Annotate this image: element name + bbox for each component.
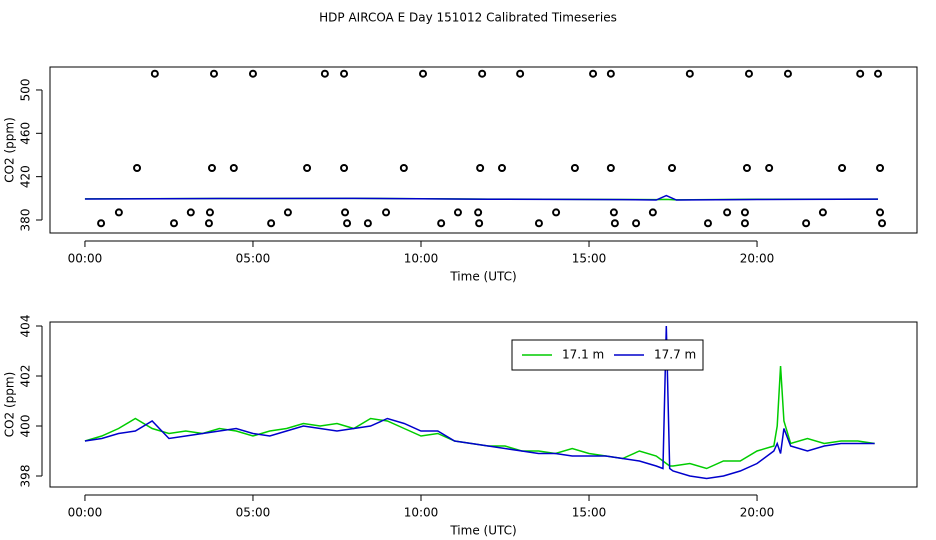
calibration-point — [742, 163, 751, 172]
calibration-point — [703, 219, 712, 228]
calibration-point — [207, 163, 216, 172]
y-axis-label: CO2 (ppm) — [3, 117, 17, 183]
calibration-point — [363, 219, 372, 228]
calibration-point — [229, 163, 238, 172]
calibration-point — [340, 163, 349, 172]
calibration-point — [205, 208, 214, 217]
calibration-point — [685, 69, 694, 78]
calibration-point — [856, 69, 865, 78]
y-tick-label: 400 — [19, 415, 33, 438]
x-axis-label: Time (UTC) — [449, 270, 516, 284]
calibration-point — [878, 219, 887, 228]
calibration-point — [570, 163, 579, 172]
y-tick-label: 500 — [19, 79, 33, 102]
calibration-point — [382, 208, 391, 217]
calibration-point — [818, 208, 827, 217]
data-line — [84, 325, 875, 480]
calibration-point — [320, 69, 329, 78]
calibration-point — [283, 208, 292, 217]
calibration-point — [610, 219, 619, 228]
calibration-point — [534, 219, 543, 228]
y-tick-label: 420 — [19, 165, 33, 188]
calibration-point — [632, 219, 641, 228]
plot-frame — [49, 66, 918, 234]
calibration-point — [744, 69, 753, 78]
calibration-point — [606, 163, 615, 172]
calibration-point — [876, 208, 885, 217]
calibration-point — [589, 69, 598, 78]
calibration-point — [343, 219, 352, 228]
calibration-point — [341, 208, 350, 217]
calibration-point — [874, 69, 883, 78]
x-tick-label: 20:00 — [740, 252, 775, 266]
calibration-point — [399, 163, 408, 172]
calibration-point — [552, 208, 561, 217]
y-axis-label: CO2 (ppm) — [3, 372, 17, 438]
calibration-point — [723, 208, 732, 217]
calibration-point — [303, 163, 312, 172]
calibration-point — [340, 69, 349, 78]
calibration-point — [474, 208, 483, 217]
calibration-point — [204, 219, 213, 228]
calibration-point — [876, 163, 885, 172]
x-tick-label: 00:00 — [68, 506, 103, 520]
calibration-point — [186, 208, 195, 217]
calibration-point — [516, 69, 525, 78]
calibration-point — [419, 69, 428, 78]
x-tick-label: 15:00 — [572, 252, 607, 266]
calibration-point — [668, 163, 677, 172]
calibration-point — [248, 69, 257, 78]
calibration-point — [497, 163, 506, 172]
calibration-point — [740, 219, 749, 228]
x-tick-label: 05:00 — [236, 506, 271, 520]
calibration-point — [453, 208, 462, 217]
calibration-point — [437, 219, 446, 228]
calibration-point — [783, 69, 792, 78]
calibration-point — [133, 163, 142, 172]
data-line — [84, 365, 875, 470]
x-tick-label: 05:00 — [236, 252, 271, 266]
calibration-point — [478, 69, 487, 78]
y-tick-label: 404 — [19, 315, 33, 338]
x-tick-label: 10:00 — [404, 506, 439, 520]
calibration-point — [648, 208, 657, 217]
y-tick-label: 398 — [19, 465, 33, 488]
calibration-point — [609, 208, 618, 217]
y-tick-label: 460 — [19, 122, 33, 145]
calibration-point — [476, 163, 485, 172]
plot-frame — [49, 321, 918, 488]
calibration-point — [475, 219, 484, 228]
calibration-point — [838, 163, 847, 172]
calibration-point — [170, 219, 179, 228]
data-line — [84, 194, 879, 201]
x-tick-label: 10:00 — [404, 252, 439, 266]
x-tick-label: 00:00 — [68, 252, 103, 266]
calibration-point — [802, 219, 811, 228]
calibration-point — [150, 69, 159, 78]
chart-title: HDP AIRCOA E Day 151012 Calibrated Times… — [319, 11, 617, 25]
legend-label: 17.7 m — [654, 348, 696, 362]
x-tick-label: 15:00 — [572, 506, 607, 520]
calibration-point — [606, 69, 615, 78]
calibration-point — [267, 219, 276, 228]
x-axis-label: Time (UTC) — [449, 524, 516, 538]
calibration-point — [765, 163, 774, 172]
calibration-point — [740, 208, 749, 217]
y-tick-label: 402 — [19, 365, 33, 388]
calibration-point — [114, 208, 123, 217]
x-tick-label: 20:00 — [740, 506, 775, 520]
calibration-point — [97, 219, 106, 228]
legend-label: 17.1 m — [562, 348, 604, 362]
calibration-point — [209, 69, 218, 78]
y-tick-label: 380 — [19, 209, 33, 232]
